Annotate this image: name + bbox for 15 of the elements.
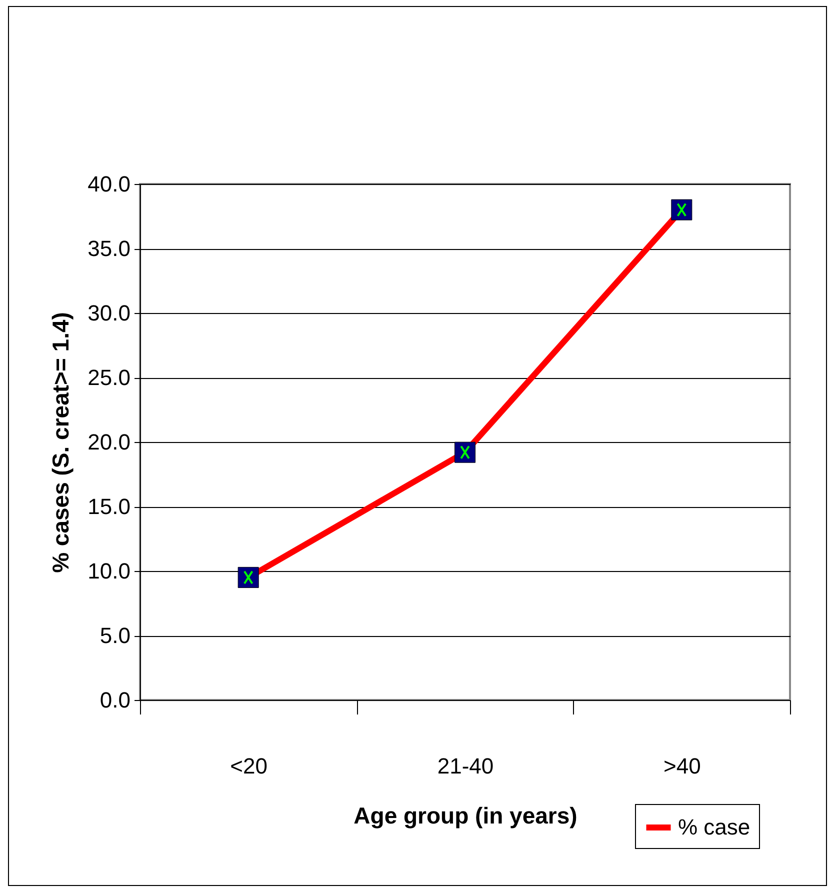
- y-tick-label: 10.0: [88, 558, 130, 584]
- y-axis-title: % cases (S. creat>= 1.4): [48, 312, 74, 573]
- x-tick-label: <20: [230, 754, 268, 778]
- legend-label: % case: [678, 814, 750, 840]
- y-tick-label: 5.0: [100, 623, 130, 648]
- y-tick-label: 20.0: [88, 430, 130, 454]
- y-tick-label: 30.0: [88, 300, 130, 326]
- x-tick-label: >40: [664, 754, 701, 778]
- y-tick-label: 0.0: [100, 688, 130, 712]
- y-tick-label: 25.0: [88, 365, 130, 390]
- y-tick-label: 35.0: [88, 236, 130, 261]
- x-axis-title: Age group (in years): [354, 802, 578, 828]
- x-tick-label: 21-40: [437, 754, 494, 778]
- y-tick-label: 15.0: [88, 494, 130, 519]
- y-tick-label: 40.0: [88, 172, 130, 196]
